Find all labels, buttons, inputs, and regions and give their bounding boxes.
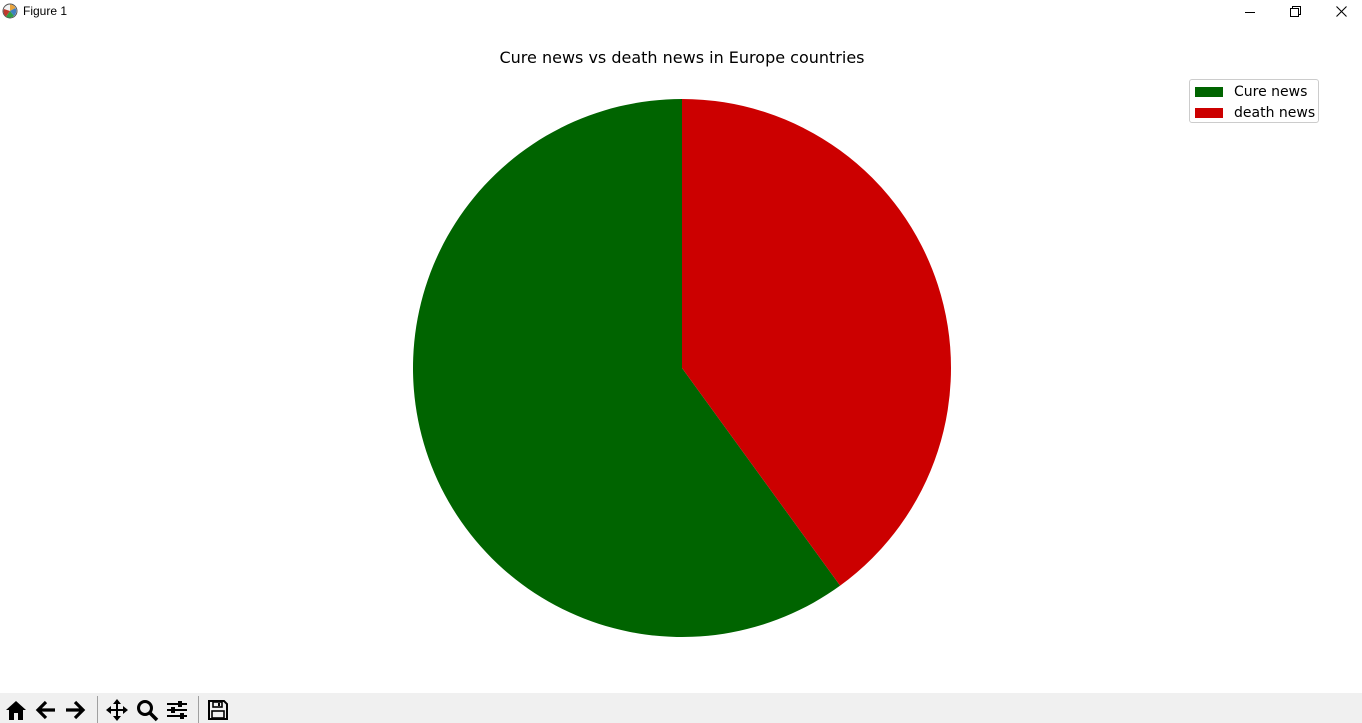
- home-icon: [6, 701, 26, 720]
- legend-swatch-cure-news: [1195, 87, 1223, 97]
- restore-button[interactable]: [1272, 0, 1318, 23]
- save-button[interactable]: [205, 697, 231, 723]
- figure-canvas[interactable]: Cure news vs death news in Europe countr…: [0, 23, 1362, 693]
- legend-label-cure-news: Cure news: [1234, 84, 1308, 100]
- zoom-button[interactable]: [134, 697, 160, 723]
- legend-item-death-news: death news: [1195, 104, 1315, 122]
- close-button[interactable]: [1318, 0, 1362, 23]
- pan-button[interactable]: [104, 697, 130, 723]
- window-titlebar: Figure 1: [0, 0, 1362, 23]
- navigation-toolbar: [0, 693, 1362, 723]
- chart-legend: Cure news death news: [1189, 79, 1319, 123]
- pie-chart: [412, 99, 951, 637]
- back-icon: [35, 700, 55, 720]
- back-button[interactable]: [33, 697, 59, 723]
- pan-icon: [106, 699, 128, 721]
- chart-title: Cure news vs death news in Europe countr…: [499, 48, 865, 67]
- toolbar-separator: [97, 696, 98, 723]
- pie-slice-cure-news: [412, 99, 841, 637]
- minimize-button[interactable]: [1227, 0, 1273, 23]
- save-icon: [208, 700, 228, 720]
- close-icon: [1335, 6, 1347, 17]
- matplotlib-app-icon: [2, 3, 18, 19]
- forward-icon: [66, 700, 86, 720]
- restore-icon: [1289, 6, 1301, 17]
- forward-button[interactable]: [62, 697, 88, 723]
- configure-subplots-button[interactable]: [164, 697, 190, 723]
- pie-slice-death-news: [682, 99, 951, 586]
- configure-subplots-icon: [167, 701, 187, 719]
- minimize-icon: [1245, 11, 1255, 13]
- home-button[interactable]: [3, 697, 29, 723]
- legend-swatch-death-news: [1195, 108, 1223, 118]
- legend-label-death-news: death news: [1234, 105, 1316, 121]
- legend-item-cure-news: Cure news: [1195, 83, 1307, 101]
- window-title: Figure 1: [23, 4, 68, 18]
- zoom-icon: [137, 700, 159, 722]
- toolbar-separator: [198, 696, 199, 723]
